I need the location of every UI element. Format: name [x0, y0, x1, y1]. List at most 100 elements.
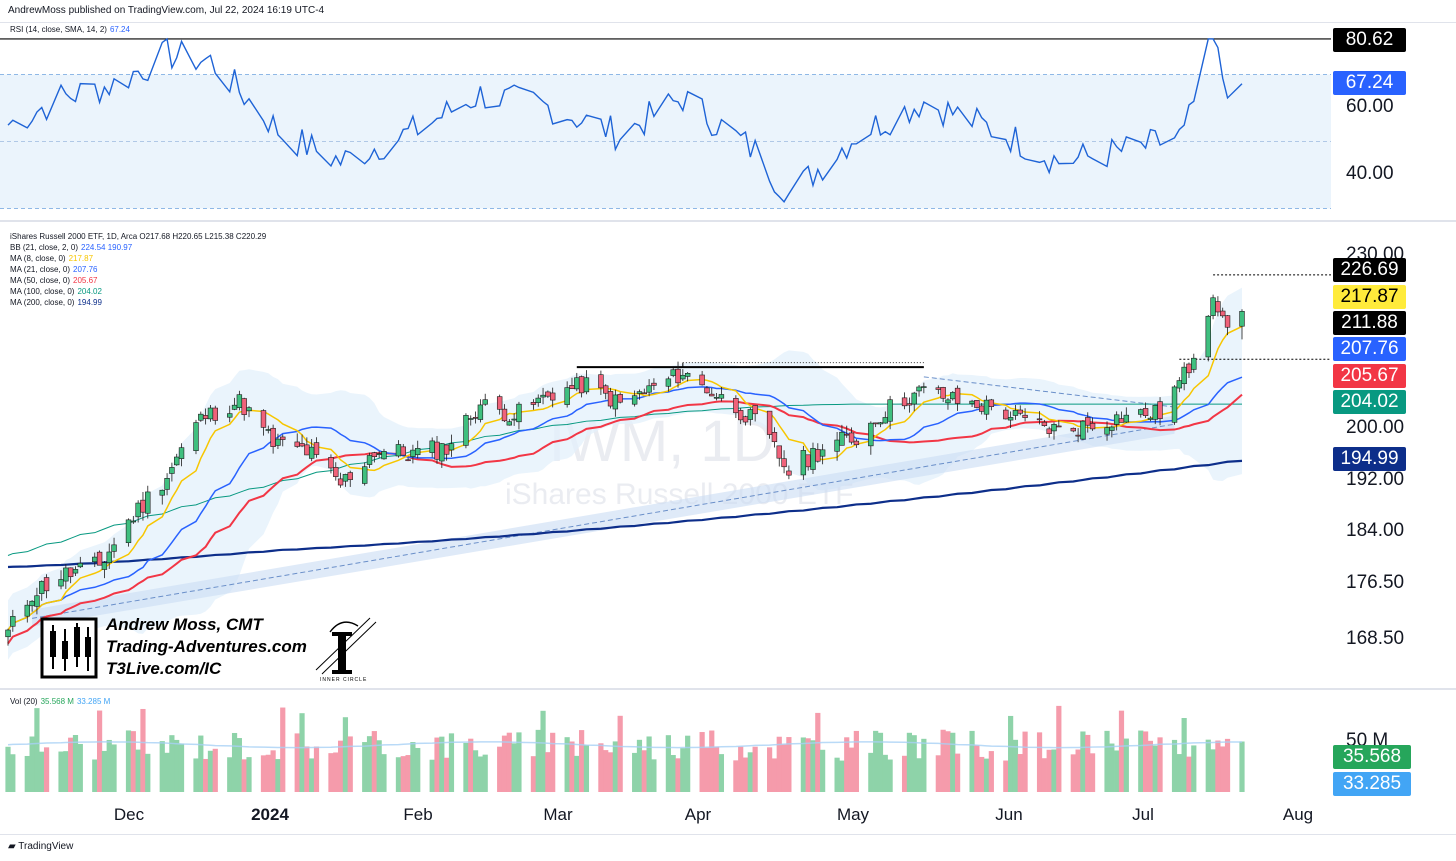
volume-bar	[265, 754, 271, 792]
indicator-ma100[interactable]: MA (100, close, 0) 204.02	[10, 287, 102, 296]
candle-body	[877, 422, 884, 425]
candle-body	[848, 432, 855, 443]
candle-body	[1176, 380, 1183, 389]
badge-ma100: 204.02	[1333, 390, 1406, 414]
rsi-legend-label: RSI (14, close, SMA, 14, 2)	[10, 25, 107, 34]
candle	[193, 419, 199, 455]
candle-body	[511, 418, 517, 421]
volume-bar	[1210, 749, 1216, 792]
volume-bar	[72, 735, 79, 792]
candle-body	[1085, 417, 1091, 426]
volume-bar	[405, 755, 411, 792]
volume-bar	[227, 757, 233, 792]
volume-bar	[313, 746, 320, 792]
x-label-may: May	[836, 805, 870, 824]
volume-bar	[140, 708, 146, 792]
volume-bar	[338, 740, 344, 792]
candle-body	[439, 443, 445, 462]
candle-body	[1017, 409, 1023, 414]
volume-plot[interactable]	[0, 690, 1331, 798]
volume-bar	[1123, 738, 1129, 792]
volume-bar	[304, 746, 310, 792]
rsi-plot[interactable]	[0, 22, 1331, 220]
candle-body	[342, 474, 349, 482]
candle	[771, 427, 778, 448]
candle	[1051, 422, 1057, 440]
candle	[747, 407, 754, 426]
panel-separator-1[interactable]	[0, 220, 1456, 222]
candle-body	[1147, 417, 1154, 420]
candle-body	[1118, 418, 1125, 423]
price-plot[interactable]	[0, 222, 1331, 688]
volume-bar	[58, 751, 64, 792]
candle-body	[545, 391, 551, 397]
indicator-bb[interactable]: BB (21, close, 2, 0) 224.54 190.97	[10, 243, 133, 252]
candle-body	[5, 629, 11, 638]
indicator-ma21[interactable]: MA (21, close, 0) 207.76	[10, 265, 98, 274]
volume-bar	[752, 746, 758, 792]
candle-body	[1022, 414, 1028, 418]
candle-body	[193, 422, 199, 451]
indicator-ma50[interactable]: MA (50, close, 0) 205.67	[10, 276, 98, 285]
candle	[280, 434, 286, 447]
volume-bar	[448, 733, 455, 792]
symbol-title: iShares Russell 2000 ETF, 1D, Arca	[10, 232, 138, 241]
candle-body	[549, 392, 556, 401]
badge-ma21: 207.76	[1333, 337, 1406, 361]
volume-bar	[164, 752, 170, 792]
volume-bar	[906, 732, 912, 792]
candle	[1157, 397, 1163, 426]
volume-bar	[444, 757, 450, 792]
volume-bar	[34, 708, 40, 792]
candle	[1224, 315, 1231, 336]
volume-bar	[101, 750, 108, 792]
volume-bar	[921, 738, 927, 792]
candle-body	[265, 429, 271, 431]
candle-body	[463, 415, 469, 446]
publisher-line: AndrewMoss published on TradingView.com,…	[8, 5, 325, 16]
volume-bar	[333, 752, 339, 792]
author-logo-icon	[40, 617, 98, 679]
candle-body	[844, 433, 850, 436]
candle-body	[911, 392, 917, 405]
candle-body	[159, 489, 165, 496]
candle-body	[362, 466, 368, 484]
candle	[159, 489, 165, 505]
candle-body	[598, 374, 604, 389]
candle	[1205, 314, 1211, 362]
badge-level-high: 226.69	[1333, 258, 1406, 282]
candle-body	[1051, 424, 1057, 432]
candle-body	[603, 385, 609, 394]
volume-bar	[68, 737, 74, 792]
candle-body	[43, 577, 50, 592]
volume-bar	[969, 730, 975, 792]
indicator-ma200[interactable]: MA (200, close, 0) 194.99	[10, 298, 102, 307]
candle-body	[1089, 423, 1096, 430]
volume-bar	[516, 732, 522, 792]
volume-bar	[1109, 743, 1115, 792]
indicator-ma8[interactable]: MA (8, close, 0) 217.87	[10, 254, 94, 263]
volume-bar	[472, 750, 479, 792]
volume-bar	[1191, 745, 1197, 792]
candle-body	[815, 449, 821, 462]
volume-bar	[950, 732, 956, 792]
candle-body	[164, 478, 170, 490]
volume-legend-label: Vol (20)	[10, 697, 38, 706]
panel-separator-2[interactable]	[0, 688, 1456, 690]
volume-bar	[506, 732, 512, 792]
volume-bar	[738, 746, 744, 792]
descending-trendline	[923, 376, 1175, 408]
candle	[125, 518, 132, 547]
volume-bar	[371, 731, 377, 792]
x-label-feb: Feb	[403, 805, 433, 824]
rsi-axis-label-60: 60.00	[1346, 96, 1394, 117]
candle-body	[501, 408, 508, 422]
candle	[366, 452, 373, 468]
candle-body	[670, 369, 676, 376]
badge-ma200: 194.99	[1333, 447, 1406, 471]
candle	[800, 445, 807, 480]
x-label-dec: Dec	[113, 805, 145, 824]
candle	[275, 433, 281, 449]
candle-body	[979, 405, 985, 412]
volume-bar	[940, 729, 946, 792]
